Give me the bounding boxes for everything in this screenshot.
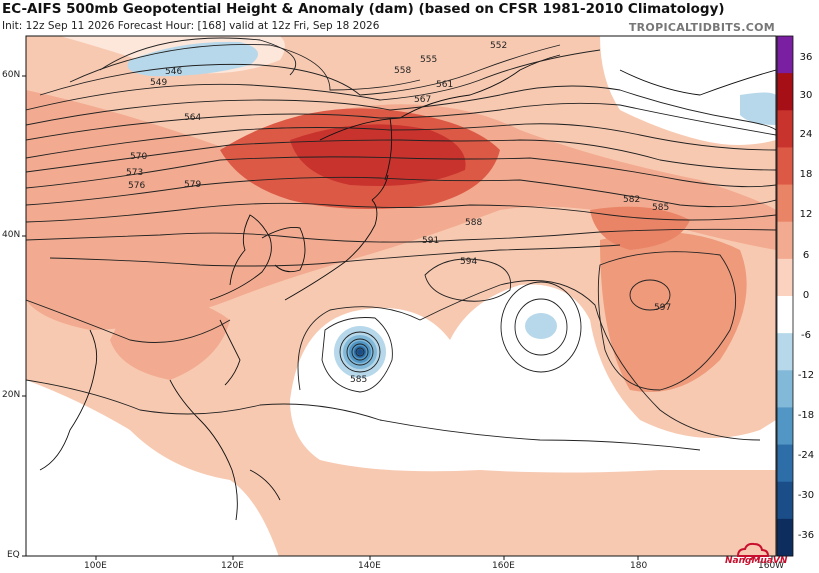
run-info: Init: 12z Sep 11 2026 Forecast Hour: [16… bbox=[2, 20, 380, 32]
lon-label-120e: 120E bbox=[221, 561, 244, 571]
contour-label: 585 bbox=[652, 203, 670, 213]
contour-label: 588 bbox=[465, 218, 483, 228]
contour-label: 558 bbox=[394, 66, 412, 76]
lon-label-100e: 100E bbox=[84, 561, 107, 571]
colorbar-label: -6 bbox=[801, 330, 811, 341]
lon-label-160w: 160W bbox=[758, 561, 785, 571]
colorbar-label: 36 bbox=[799, 52, 813, 63]
typhoon-center-label: 585 bbox=[350, 375, 368, 385]
colorbar-segment bbox=[777, 481, 793, 520]
colorbar-label: 30 bbox=[799, 90, 813, 101]
colorbar-segment bbox=[777, 407, 793, 446]
lon-label-160e: 160E bbox=[492, 561, 515, 571]
contour-label: 582 bbox=[623, 195, 641, 205]
contour-label: 546 bbox=[165, 67, 183, 77]
anticyclone-label: 597 bbox=[654, 303, 672, 313]
map-frame bbox=[25, 35, 777, 557]
colorbar-label: -18 bbox=[797, 410, 815, 421]
contour-label: 561 bbox=[436, 80, 454, 90]
colorbar-label: -12 bbox=[797, 370, 815, 381]
contour-label: 555 bbox=[420, 55, 438, 65]
colorbar-label: 12 bbox=[799, 209, 813, 220]
colorbar-segment bbox=[777, 444, 793, 483]
contour-label: 576 bbox=[128, 181, 146, 191]
colorbar-segment bbox=[777, 110, 793, 148]
colorbar-segment bbox=[777, 221, 793, 260]
colorbar-segment bbox=[777, 296, 793, 334]
colorbar-label: 0 bbox=[802, 290, 810, 301]
page-title: EC-AIFS 500mb Geopotential Height & Anom… bbox=[2, 1, 725, 17]
lon-label-180: 180 bbox=[630, 561, 648, 571]
colorbar-segment bbox=[777, 333, 793, 371]
coastlines bbox=[39, 54, 776, 521]
colorbar-label: -24 bbox=[797, 450, 815, 461]
colorbar-label: -36 bbox=[797, 530, 815, 541]
lat-label-eq: EQ bbox=[7, 550, 20, 560]
contour-label: 573 bbox=[126, 168, 144, 178]
site-credit: TROPICALTIDBITS.COM bbox=[628, 21, 775, 34]
watermark-text: NangMuaVN bbox=[725, 556, 788, 566]
colorbar-segment bbox=[777, 518, 793, 557]
colorbar-label: -30 bbox=[797, 490, 815, 501]
lon-label-140e: 140E bbox=[358, 561, 381, 571]
contour-label: 579 bbox=[184, 180, 202, 190]
contour-label: 570 bbox=[130, 152, 148, 162]
contour-label: 591 bbox=[422, 236, 440, 246]
colorbar bbox=[776, 35, 794, 557]
axis-ticks bbox=[22, 75, 773, 560]
colorbar-segment bbox=[777, 184, 793, 223]
colorbar-segment bbox=[777, 36, 793, 74]
contour-label: 594 bbox=[460, 257, 478, 267]
lat-label-60n: 60N bbox=[2, 70, 21, 80]
nangmuavn-logo bbox=[736, 542, 770, 561]
contour-label: 549 bbox=[150, 78, 168, 88]
colorbar-segment bbox=[777, 73, 793, 111]
colorbar-segment bbox=[777, 370, 793, 408]
contour-label: 564 bbox=[184, 113, 202, 123]
contour-label: 552 bbox=[490, 41, 508, 51]
colorbar-label: 6 bbox=[802, 250, 810, 261]
lat-label-20n: 20N bbox=[2, 390, 21, 400]
lat-label-40n: 40N bbox=[2, 230, 21, 240]
colorbar-label: 18 bbox=[799, 169, 813, 180]
contour-label: 567 bbox=[414, 95, 432, 105]
colorbar-border bbox=[776, 35, 794, 557]
colorbar-segment bbox=[777, 147, 793, 186]
colorbar-segment bbox=[777, 258, 793, 297]
colorbar-label: 24 bbox=[799, 129, 813, 140]
anomaly-shading bbox=[26, 36, 776, 556]
height-contours bbox=[26, 37, 776, 451]
